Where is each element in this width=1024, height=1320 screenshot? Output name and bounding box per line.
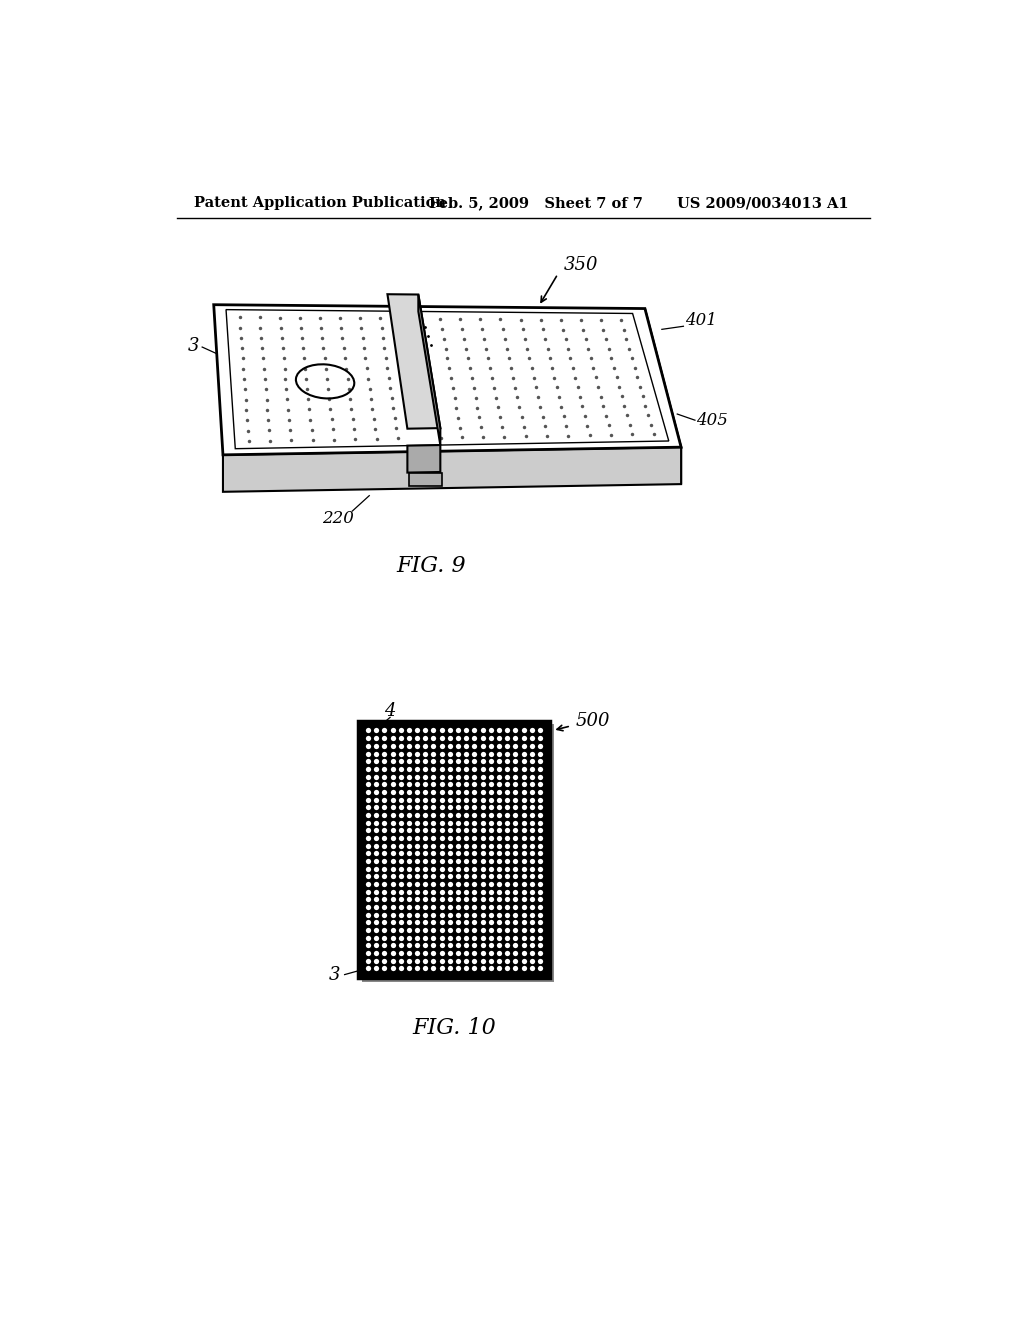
Bar	[357, 721, 550, 978]
Text: 220: 220	[323, 511, 354, 527]
Polygon shape	[387, 294, 440, 429]
Text: 405: 405	[696, 412, 728, 429]
Polygon shape	[214, 305, 681, 455]
Text: 3: 3	[187, 337, 199, 355]
Text: FIG. 10: FIG. 10	[412, 1018, 496, 1040]
Polygon shape	[223, 447, 681, 492]
Polygon shape	[409, 473, 442, 487]
Polygon shape	[226, 310, 669, 449]
Text: 401: 401	[685, 312, 717, 329]
Text: 225: 225	[335, 318, 367, 335]
Text: Feb. 5, 2009   Sheet 7 of 7: Feb. 5, 2009 Sheet 7 of 7	[429, 197, 643, 210]
Text: 4: 4	[384, 702, 396, 721]
Text: 3: 3	[329, 966, 340, 983]
Polygon shape	[408, 445, 440, 473]
Text: FIG. 9: FIG. 9	[396, 556, 466, 578]
Polygon shape	[645, 309, 681, 484]
Text: 350: 350	[563, 256, 598, 273]
Polygon shape	[419, 294, 440, 445]
Text: US 2009/0034013 A1: US 2009/0034013 A1	[677, 197, 849, 210]
Text: 410: 410	[400, 310, 432, 327]
Text: Patent Application Publication: Patent Application Publication	[194, 197, 445, 210]
Bar	[361, 725, 554, 982]
Text: 500: 500	[575, 711, 610, 730]
